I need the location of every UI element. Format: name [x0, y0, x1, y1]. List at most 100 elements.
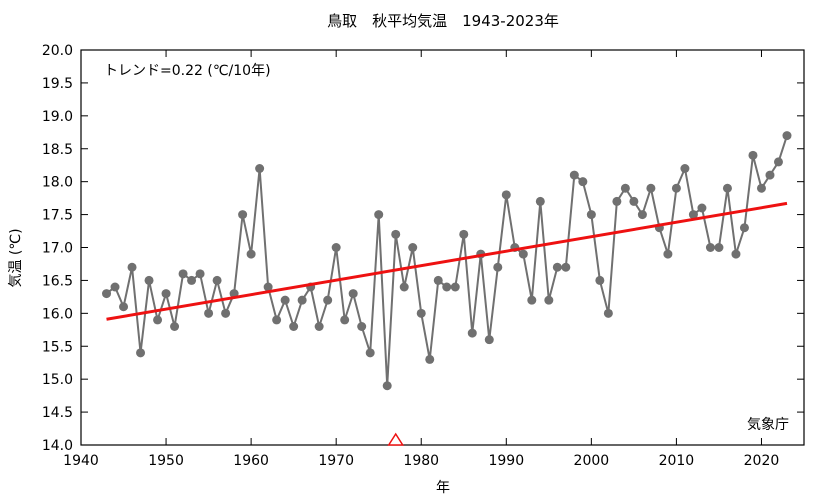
- data-point: [161, 289, 171, 299]
- data-point: [187, 275, 197, 285]
- data-point: [756, 183, 766, 193]
- data-point: [722, 183, 732, 193]
- data-point: [518, 249, 528, 259]
- data-point: [272, 315, 282, 325]
- data-point: [552, 262, 562, 272]
- data-point: [178, 269, 188, 279]
- y-tick-label: 14.5: [42, 405, 73, 421]
- data-point: [348, 289, 358, 299]
- plot-area: [80, 49, 805, 446]
- data-point: [238, 210, 248, 220]
- source-label: 気象庁: [747, 417, 789, 433]
- data-point: [365, 348, 375, 358]
- data-point: [484, 335, 494, 345]
- data-point: [408, 243, 418, 252]
- data-point: [204, 308, 214, 318]
- y-tick-label: 17.5: [42, 208, 73, 224]
- y-axis-label: 気温 (℃): [8, 228, 24, 287]
- marker-layer: [387, 432, 405, 446]
- data-point: [297, 295, 307, 305]
- x-tick-label: 1990: [488, 453, 524, 469]
- x-tick-label: 2000: [574, 453, 610, 469]
- data-point: [331, 243, 341, 252]
- data-point: [739, 223, 749, 233]
- data-point: [544, 295, 554, 305]
- x-tick-label: 1980: [403, 453, 439, 469]
- data-point: [646, 183, 656, 193]
- x-tick-label: 1950: [148, 453, 184, 469]
- trend-annotation: トレンド=0.22 (℃/10年): [104, 63, 271, 79]
- data-point: [119, 302, 129, 312]
- y-tick-label: 15.5: [42, 339, 73, 355]
- data-point: [255, 164, 265, 173]
- chart-title: 鳥取 秋平均気温 1943-2023年: [327, 12, 559, 30]
- trend-layer: [106, 201, 788, 321]
- data-point: [425, 354, 435, 364]
- x-tick-label: 2020: [744, 453, 780, 469]
- y-tick-label: 15.0: [42, 372, 73, 388]
- data-point: [561, 262, 571, 272]
- data-point: [535, 196, 545, 206]
- y-tick-label: 18.5: [42, 142, 73, 158]
- data-point: [442, 282, 452, 292]
- data-point: [127, 262, 137, 272]
- data-point: [212, 275, 222, 285]
- x-tick-label: 1970: [318, 453, 354, 469]
- data-point: [578, 177, 588, 187]
- data-point: [289, 322, 299, 331]
- data-point: [136, 348, 146, 358]
- data-point: [527, 295, 537, 305]
- y-tick-label: 14.0: [42, 438, 73, 454]
- data-point: [374, 210, 384, 220]
- data-point: [595, 275, 605, 285]
- x-tick-label: 2010: [659, 453, 695, 469]
- data-point: [221, 308, 231, 318]
- data-point: [586, 210, 596, 220]
- data-point: [714, 243, 724, 252]
- data-point: [416, 308, 426, 318]
- x-tick-label: 1940: [63, 453, 99, 469]
- data-point: [314, 322, 324, 331]
- y-tick-label: 16.5: [42, 273, 73, 289]
- data-point: [323, 295, 333, 305]
- data-point: [748, 150, 758, 160]
- x-axis: 1940 1950 1960 1970 1980 1990 2000 2010 2020: [63, 50, 779, 469]
- data-point: [501, 190, 511, 200]
- y-tick-label: 18.0: [42, 175, 73, 191]
- data-point: [637, 210, 647, 220]
- data-point: [612, 196, 622, 206]
- y-tick-label: 20.0: [42, 43, 73, 59]
- x-axis-label: 年: [436, 480, 450, 496]
- y-tick-label: 19.0: [42, 109, 73, 125]
- x-tick-label: 1960: [233, 453, 269, 469]
- data-point: [731, 249, 741, 259]
- data-point: [493, 262, 503, 272]
- data-point: [340, 315, 350, 325]
- y-axis: 14.0 14.5 15.0 15.5 16.0 16.5 17.0 17.5 18.0 18.5…: [42, 43, 804, 454]
- data-point: [680, 164, 690, 173]
- y-tick-label: 16.0: [42, 306, 73, 322]
- data-point: [382, 381, 392, 391]
- data-point: [280, 295, 290, 305]
- data-point: [663, 249, 673, 259]
- y-tick-label: 17.0: [42, 241, 73, 257]
- data-point: [603, 308, 613, 318]
- data-point: [246, 249, 256, 259]
- data-point: [102, 289, 112, 299]
- data-point: [399, 282, 409, 292]
- data-point: [263, 282, 273, 292]
- data-point: [620, 183, 630, 193]
- data-point: [110, 282, 120, 292]
- y-tick-label: 19.5: [42, 76, 73, 92]
- data-point: [569, 170, 579, 180]
- data-point: [688, 210, 698, 220]
- data-point: [671, 183, 681, 193]
- trend-line: [106, 201, 788, 321]
- data-point: [391, 229, 401, 239]
- data-point: [195, 269, 205, 279]
- data-point: [697, 203, 707, 213]
- station-change-marker: [387, 432, 405, 446]
- data-point: [765, 170, 775, 180]
- data-point: [467, 328, 477, 338]
